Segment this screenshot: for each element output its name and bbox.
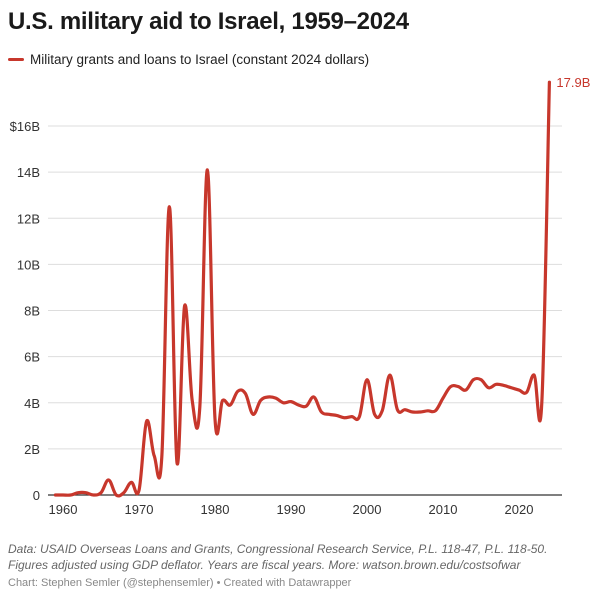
y-tick-label: 6B xyxy=(24,350,40,365)
x-tick-label: 2020 xyxy=(505,502,534,517)
end-value-label: 17.9B xyxy=(556,75,590,90)
y-tick-label: 4B xyxy=(24,396,40,411)
chart-title: U.S. military aid to Israel, 1959–2024 xyxy=(8,8,409,35)
x-tick-label: 1970 xyxy=(125,502,154,517)
y-tick-label: 10B xyxy=(17,257,40,272)
source-note: Data: USAID Overseas Loans and Grants, C… xyxy=(8,541,598,573)
y-tick-label: 0 xyxy=(33,488,40,503)
method-line: Figures adjusted using GDP deflator. Yea… xyxy=(8,558,521,572)
y-tick-label: 2B xyxy=(24,442,40,457)
x-tick-label: 1990 xyxy=(277,502,306,517)
legend: Military grants and loans to Israel (con… xyxy=(8,52,369,67)
x-tick-label: 2010 xyxy=(429,502,458,517)
x-tick-label: 2000 xyxy=(353,502,382,517)
y-tick-label: 12B xyxy=(17,211,40,226)
x-tick-label: 1960 xyxy=(49,502,78,517)
x-tick-label: 1980 xyxy=(201,502,230,517)
y-tick-label: $16B xyxy=(10,119,40,134)
y-tick-label: 14B xyxy=(17,165,40,180)
series-line xyxy=(53,80,551,498)
credit: Chart: Stephen Semler (@stephensemler) •… xyxy=(8,577,352,589)
source-line: Data: USAID Overseas Loans and Grants, C… xyxy=(8,542,548,556)
legend-swatch xyxy=(8,58,24,61)
line-chart: 0 2B 4B 6B 8B 10B 12B 14B $16B 1960 1970 1980 1990 20… xyxy=(10,75,591,517)
y-tick-label: 8B xyxy=(24,304,40,319)
legend-label: Military grants and loans to Israel (con… xyxy=(30,52,370,67)
